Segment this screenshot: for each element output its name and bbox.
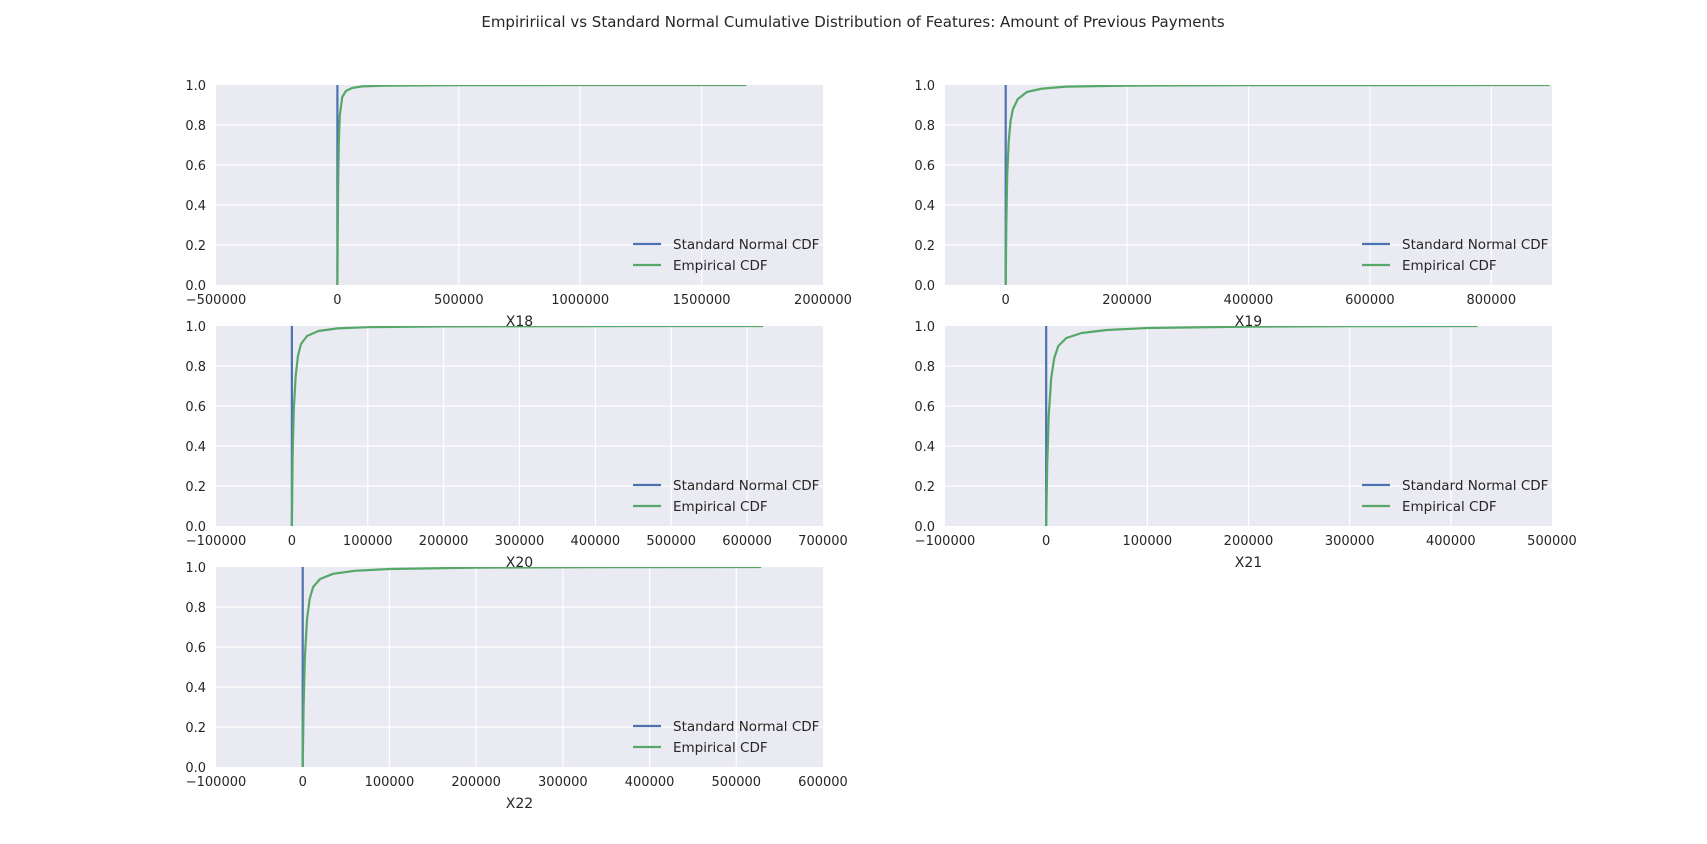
x-tick-label: −500000 [186, 293, 247, 308]
x-tick-label: 0 [288, 534, 296, 549]
x-tick-label: 0 [1042, 534, 1050, 549]
y-tick-label: 0.0 [914, 279, 935, 294]
x-tick-label: 600000 [1345, 293, 1395, 308]
legend-label: Empirical CDF [673, 740, 768, 756]
y-tick-label: 0.4 [914, 199, 935, 214]
x-tick-label: 200000 [451, 775, 501, 790]
x-tick-label: 800000 [1466, 293, 1516, 308]
legend-label: Standard Normal CDF [1402, 237, 1548, 253]
x-tick-label: 1500000 [673, 293, 731, 308]
legend-label: Empirical CDF [1402, 258, 1497, 274]
x-tick-label: 100000 [1123, 534, 1173, 549]
y-tick-label: 0.2 [914, 480, 935, 495]
legend-label: Standard Normal CDF [673, 237, 819, 253]
y-tick-label: 0.8 [185, 601, 206, 616]
empirical-cdf-line [290, 326, 764, 526]
y-tick-label: 1.0 [914, 320, 935, 335]
x-tick-label: 500000 [434, 293, 484, 308]
legend-label: Empirical CDF [673, 258, 768, 274]
y-tick-label: 0.6 [185, 641, 206, 656]
y-tick-label: 0.0 [185, 520, 206, 535]
legend-label: Standard Normal CDF [1402, 478, 1548, 494]
subplot-x19: 0 200000 400000 600000 800000 0.0 0.2 0.4 0.6 0.8… [914, 79, 1552, 330]
y-tick-label: 1.0 [914, 79, 935, 94]
empirical-cdf-line [1045, 326, 1478, 526]
y-tick-label: 0.6 [914, 400, 935, 415]
x-tick-label: 2000000 [794, 293, 852, 308]
y-tick-label: 0.4 [185, 199, 206, 214]
y-tick-label: 0.8 [914, 119, 935, 134]
legend: Standard Normal CDF Empirical CDF [1362, 478, 1548, 515]
x-tick-label: 200000 [1224, 534, 1274, 549]
subplot-grid: −500000 0 500000 1000000 1500000 20000000.00.… [185, 79, 1577, 812]
x-tick-label: 400000 [625, 775, 675, 790]
plot-area [216, 567, 823, 767]
y-tick-label: 0.8 [185, 360, 206, 375]
y-tick-label: 1.0 [185, 320, 206, 335]
y-tick-label: 0.0 [914, 520, 935, 535]
plot-area [216, 85, 823, 285]
y-tick-label: 0.2 [185, 239, 206, 254]
y-tick-label: 0.2 [914, 239, 935, 254]
x-tick-label: 0 [299, 775, 307, 790]
x-tick-label: 0 [333, 293, 341, 308]
y-tick-label: 0.4 [185, 681, 206, 696]
legend-label: Standard Normal CDF [673, 478, 819, 494]
x-tick-label: 300000 [538, 775, 588, 790]
y-tick-label: 0.0 [185, 761, 206, 776]
subplot-x22: −100000 0 100000 200000 300000 400000 500000 60… [185, 561, 848, 812]
x-tick-label: 100000 [343, 534, 393, 549]
legend: Standard Normal CDF Empirical CDF [633, 237, 819, 274]
x-tick-label: 600000 [798, 775, 848, 790]
legend-label: Standard Normal CDF [673, 719, 819, 735]
x-tick-label: 300000 [1325, 534, 1375, 549]
legend: Standard Normal CDF Empirical CDF [633, 478, 819, 515]
x-tick-label: 1000000 [551, 293, 609, 308]
x-tick-label: 200000 [1102, 293, 1152, 308]
y-tick-label: 0.4 [914, 440, 935, 455]
figure-title: Empiririical vs Standard Normal Cumulati… [481, 13, 1224, 31]
empirical-cdf-line [301, 567, 762, 767]
x-tick-label: −100000 [186, 534, 247, 549]
x-tick-label: 500000 [711, 775, 761, 790]
y-tick-label: 0.6 [914, 159, 935, 174]
x-tick-label: −100000 [186, 775, 247, 790]
x-tick-label: 200000 [419, 534, 469, 549]
legend: Standard Normal CDF Empirical CDF [633, 719, 819, 756]
x-tick-label: 500000 [646, 534, 696, 549]
y-tick-label: 0.2 [185, 721, 206, 736]
y-tick-label: 0.2 [185, 480, 206, 495]
x-tick-label: 400000 [1224, 293, 1274, 308]
x-tick-label: 500000 [1527, 534, 1577, 549]
x-axis-label: X21 [1235, 555, 1262, 571]
x-tick-label: 100000 [365, 775, 415, 790]
x-tick-label: 400000 [1426, 534, 1476, 549]
legend-label: Empirical CDF [673, 499, 768, 515]
y-tick-label: 0.8 [914, 360, 935, 375]
y-tick-label: 1.0 [185, 79, 206, 94]
x-axis-label: X22 [506, 796, 533, 812]
x-tick-label: 600000 [722, 534, 772, 549]
empirical-cdf-line [336, 85, 747, 285]
subplot-x21: −100000 0 100000 200000 300000 400000 500000 0.… [914, 320, 1577, 571]
subplot-x18: −500000 0 500000 1000000 1500000 2000000 0.0 0.… [185, 79, 852, 330]
x-tick-label: −100000 [915, 534, 976, 549]
empirical-cdf-line [1004, 85, 1550, 285]
legend-label: Empirical CDF [1402, 499, 1497, 515]
subplot-x20: −100000 0 100000 200000 300000 400000 500000 60… [185, 320, 848, 571]
y-tick-label: 0.6 [185, 159, 206, 174]
x-tick-label: 0 [1002, 293, 1010, 308]
x-tick-label: 700000 [798, 534, 848, 549]
legend: Standard Normal CDF Empirical CDF [1362, 237, 1548, 274]
y-tick-label: 0.8 [185, 119, 206, 134]
y-tick-label: 0.0 [185, 279, 206, 294]
y-tick-label: 0.4 [185, 440, 206, 455]
y-tick-label: 1.0 [185, 561, 206, 576]
x-tick-label: 400000 [571, 534, 621, 549]
x-tick-label: 300000 [495, 534, 545, 549]
y-tick-label: 0.6 [185, 400, 206, 415]
